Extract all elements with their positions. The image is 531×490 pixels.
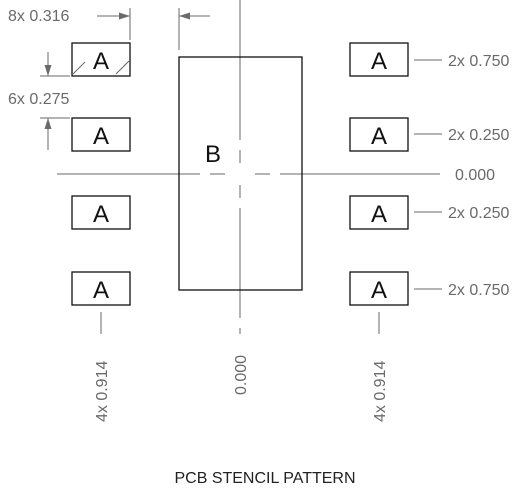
left-pad-4: A: [71, 271, 131, 306]
col-dim-left: 4x 0.914: [94, 361, 111, 422]
left-pad-1: A: [71, 42, 131, 77]
col-dim-center: 0.000: [233, 355, 250, 395]
right-pad-2: A: [349, 117, 409, 152]
right-pad-1: A: [349, 42, 409, 77]
row-dim-3: 0.000: [455, 167, 495, 184]
pad-height-dimension: 6x 0.275: [8, 52, 70, 150]
left-pad-3: A: [71, 195, 131, 230]
row-dim-2: 2x 0.250: [448, 127, 509, 144]
left-pad-2: A: [71, 117, 131, 152]
pad-width-dimension: 8x 0.316: [8, 8, 131, 40]
row-dim-4: 2x 0.250: [448, 205, 509, 222]
col-dim-right: 4x 0.914: [372, 361, 389, 422]
right-pad-3: A: [349, 195, 409, 230]
row-dim-5: 2x 0.750: [448, 282, 509, 299]
pad-label: A: [371, 123, 387, 150]
pad-label: A: [371, 277, 387, 304]
center-pad-width-extension: [178, 8, 210, 50]
pad-label: A: [93, 201, 109, 228]
right-row-dimensions: 2x 0.750 2x 0.250 0.000 2x 0.250 2x 0.75…: [414, 53, 509, 299]
center-pad-outline: [178, 56, 303, 291]
pad-label: A: [93, 123, 109, 150]
pad-label: A: [93, 48, 109, 75]
pad-label: A: [93, 277, 109, 304]
svg-text:8x 0.316: 8x 0.316: [8, 8, 69, 25]
drawing-caption: PCB STENCIL PATTERN: [174, 470, 355, 487]
pad-label: A: [371, 48, 387, 75]
right-pad-4: A: [349, 271, 409, 306]
svg-text:6x 0.275: 6x 0.275: [8, 91, 69, 108]
pad-label: A: [371, 201, 387, 228]
bottom-column-dimensions: 4x 0.914 0.000 4x 0.914: [94, 312, 389, 422]
row-dim-1: 2x 0.750: [448, 53, 509, 70]
center-pad-label: B: [205, 141, 221, 168]
